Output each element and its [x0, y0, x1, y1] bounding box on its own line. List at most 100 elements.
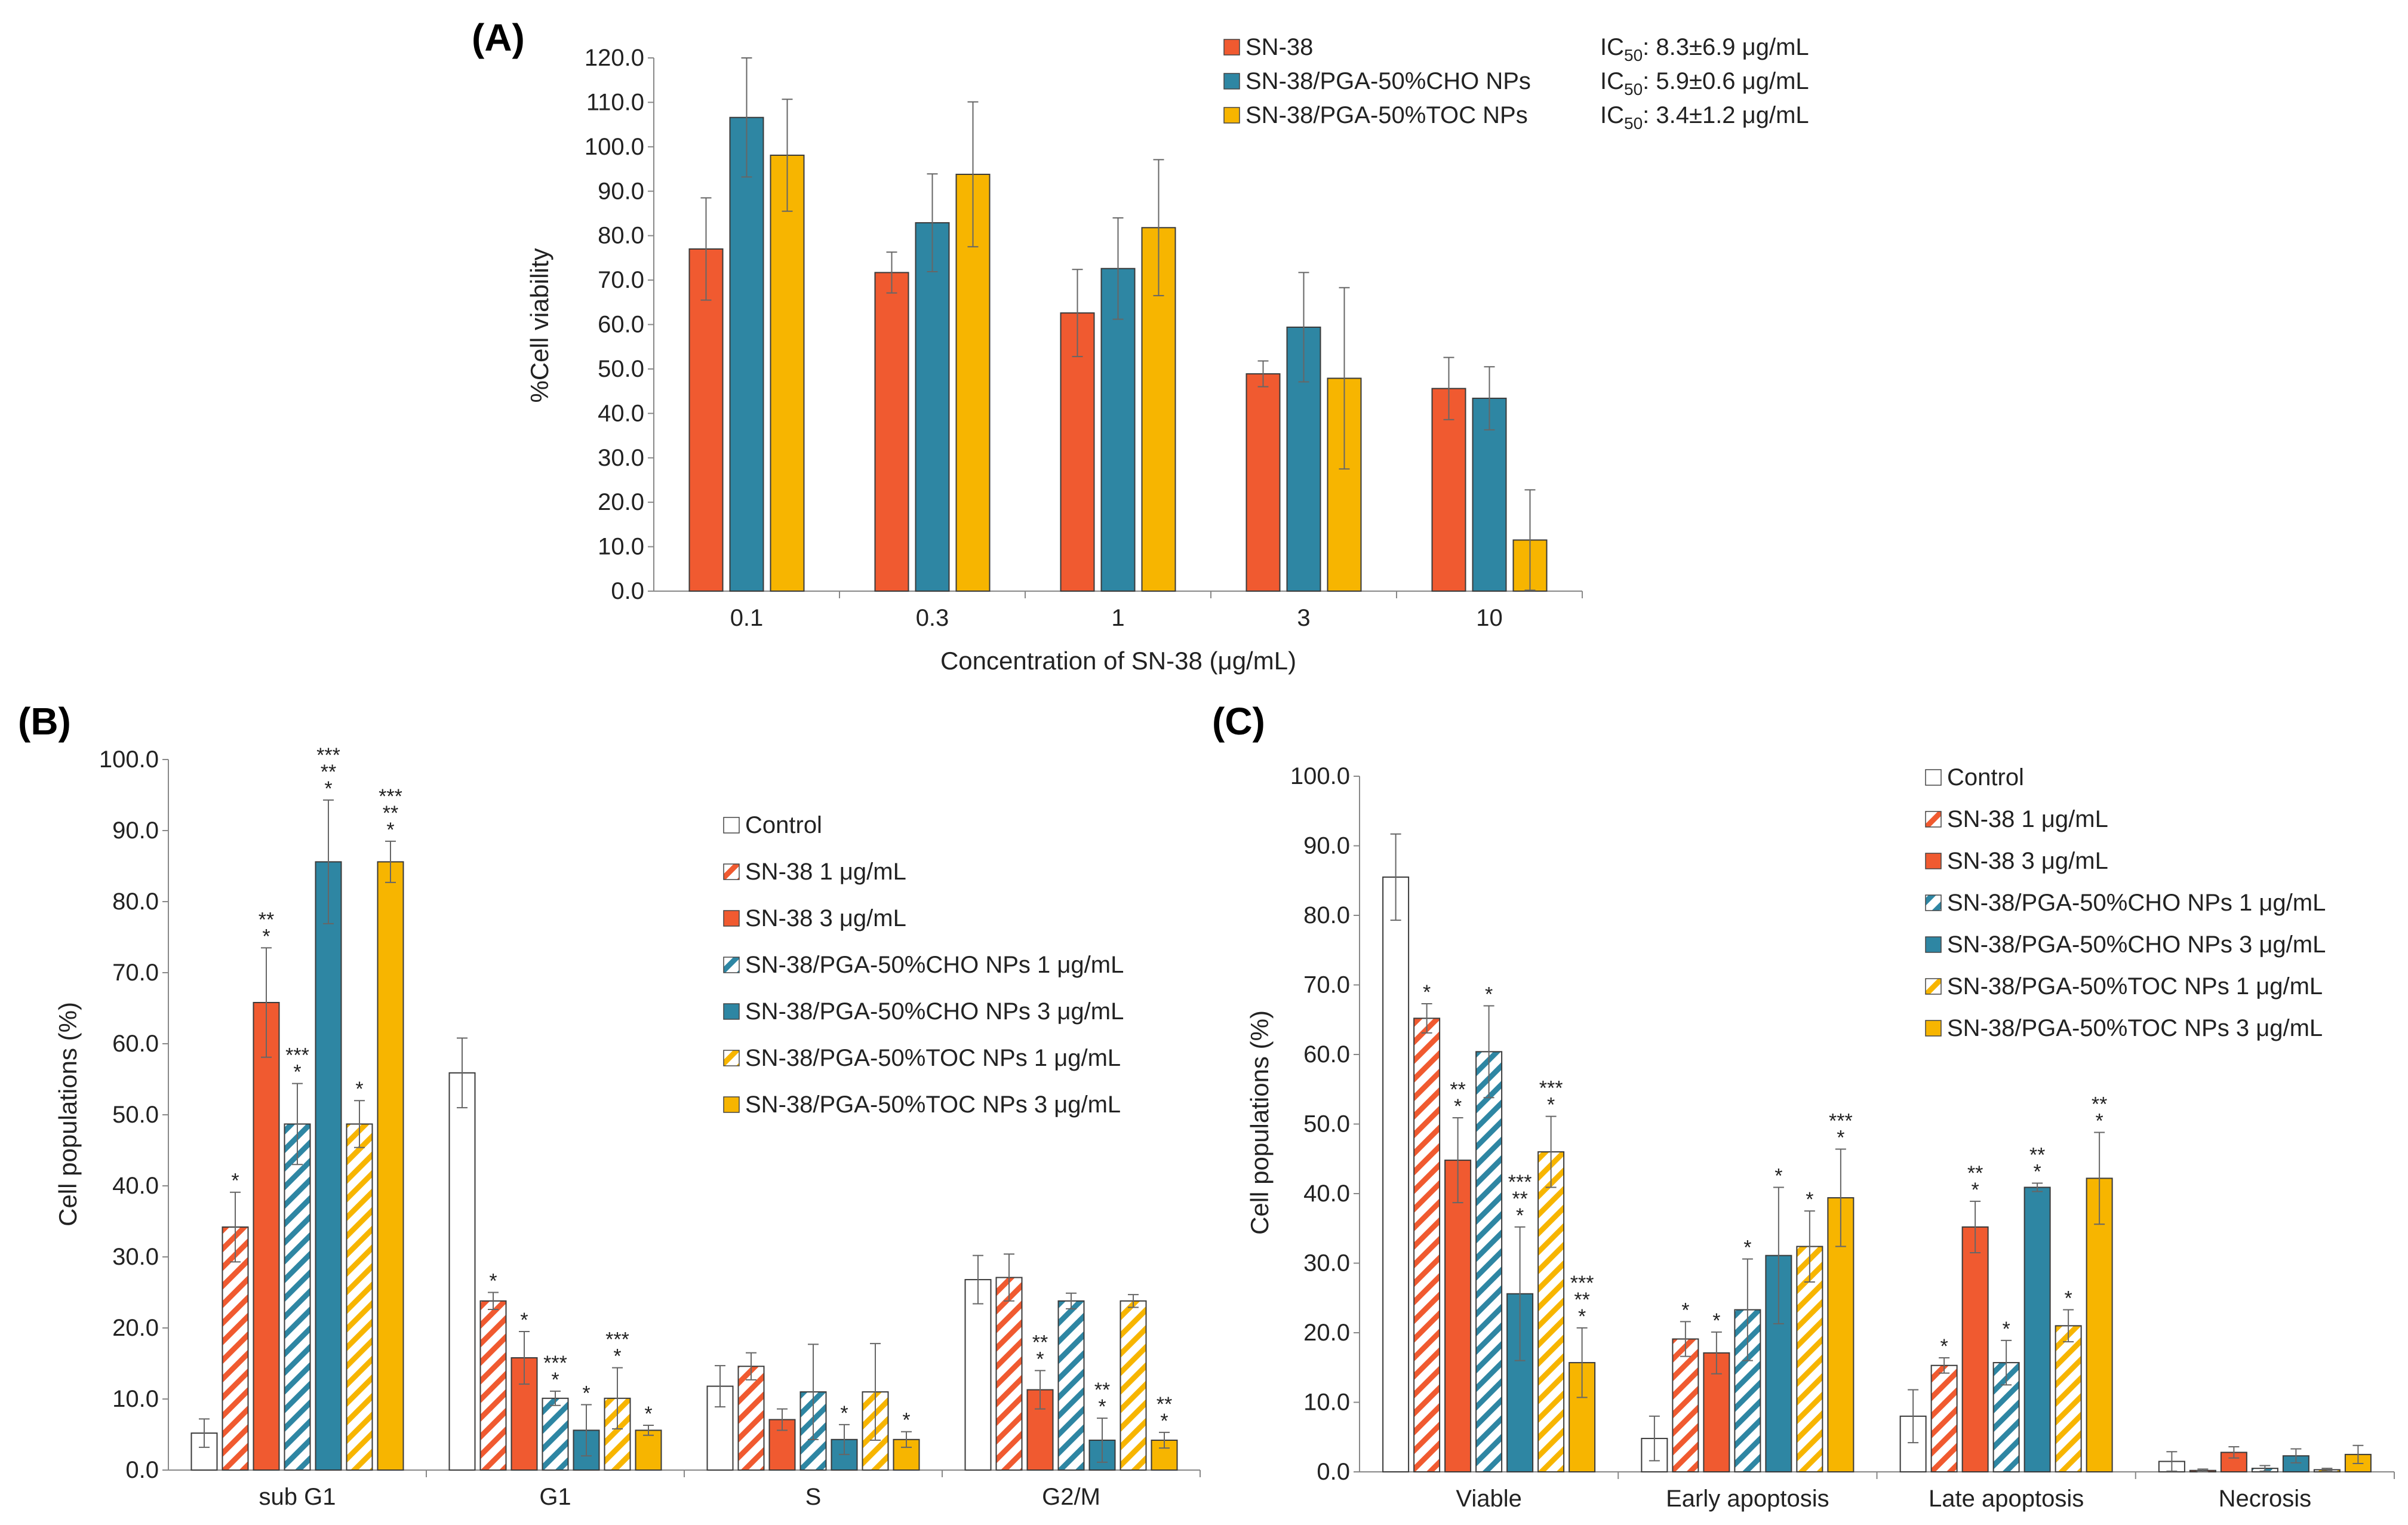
- legend-item: SN-38/PGA-50%TOC NPs 3 μg/mL: [1925, 1015, 2323, 1041]
- y-tick-label: 10.0: [112, 1386, 159, 1412]
- y-tick-label: 100.0: [1290, 763, 1350, 789]
- ic50-value: : 5.9±0.6 μg/mL: [1643, 68, 1809, 94]
- significance-marker: ***: [1570, 1272, 1594, 1295]
- y-axis-title-b: Cell populations (%): [54, 1002, 82, 1226]
- y-tick-label: 10.0: [1303, 1389, 1350, 1416]
- bar: [1100, 268, 1136, 592]
- significance-marker: **: [1032, 1331, 1048, 1354]
- y-tick-label: 90.0: [598, 178, 644, 204]
- y-axis-title-c: Cell populations (%): [1245, 1010, 1274, 1235]
- bar: [284, 1123, 311, 1471]
- legend-label: Control: [745, 812, 822, 838]
- legend-swatch: [723, 1050, 740, 1066]
- x-tick-label: S: [805, 1484, 822, 1510]
- bar: [377, 861, 404, 1471]
- bar: [1245, 373, 1281, 592]
- significance-marker: ***: [379, 785, 402, 808]
- significance-marker: *: [1837, 1126, 1844, 1149]
- ic50-subscript: 50: [1624, 80, 1643, 99]
- legend-item: SN-38 1 μg/mL: [723, 859, 906, 885]
- legend-label: SN-38 3 μg/mL: [745, 905, 906, 931]
- bar: [737, 1366, 765, 1471]
- y-tick-label: 110.0: [586, 89, 644, 115]
- y-tick-label: 0.0: [125, 1457, 159, 1483]
- bar: [1444, 1160, 1472, 1472]
- significance-marker: *: [644, 1403, 652, 1425]
- x-tick-label: G1: [539, 1484, 571, 1510]
- y-tick-label: 100.0: [585, 134, 644, 160]
- legend-c: Control SN-38 1 μg/mL SN-38 3 μg/mL SN-38/P…: [1925, 764, 2326, 1041]
- significance-marker: ***: [1508, 1171, 1532, 1194]
- ic50-subscript: 50: [1624, 114, 1643, 133]
- legend-item: SN-38 3 μg/mL: [723, 905, 906, 931]
- y-tick-label: 20.0: [112, 1315, 159, 1341]
- bar: [1382, 876, 1410, 1473]
- legend-label: SN-38/PGA-50%CHO NPs 1 μg/mL: [745, 952, 1124, 978]
- significance-marker: *: [231, 1170, 239, 1192]
- legend-swatch: [723, 957, 740, 973]
- x-axis-title-a: Concentration of SN-38 (μg/mL): [940, 647, 1296, 675]
- significance-marker: *: [2003, 1318, 2010, 1340]
- y-tick-label: 70.0: [1303, 972, 1350, 998]
- significance-marker: *: [1547, 1094, 1555, 1117]
- significance-marker: *: [1578, 1305, 1586, 1328]
- significance-marker: *: [2034, 1161, 2041, 1183]
- significance-marker: *: [1516, 1204, 1524, 1227]
- legend-item: SN-38 3 μg/mL: [1925, 848, 2108, 874]
- bar: [253, 1001, 280, 1471]
- significance-marker: *: [1972, 1179, 1979, 1201]
- legend-item: SN-38/PGA-50%CHO NPs 3 μg/mL: [723, 998, 1124, 1025]
- significance-marker: **: [1450, 1078, 1465, 1101]
- legend-item: Control: [1925, 764, 2024, 791]
- significance-marker: *: [551, 1369, 559, 1391]
- x-tick-label: G2/M: [1042, 1484, 1100, 1510]
- legend-a: SN-38 IC50: 8.3±6.9 μg/mL SN-38/PGA-50%C…: [1223, 34, 1809, 133]
- legend-swatch: [1925, 811, 1942, 828]
- y-tick-label: 80.0: [598, 223, 644, 249]
- significance-marker: *: [324, 777, 332, 800]
- legend-item: SN-38/PGA-50%TOC NPs 3 μg/mL: [723, 1092, 1121, 1118]
- legend-swatch: [1925, 769, 1942, 786]
- significance-marker: *: [1485, 983, 1493, 1006]
- legend-label: SN-38 1 μg/mL: [1947, 806, 2108, 832]
- plot-area-b: 0.0 10.0 20.0 30.0 40.0 50.0 60.0 70.0 80.0 90.0 1…: [99, 744, 1201, 1510]
- y-tick-label: 90.0: [112, 817, 159, 844]
- bar: [770, 154, 805, 592]
- plot-area-c: 0.0 10.0 20.0 30.0 40.0 50.0 60.0 70.0 80.0 90.0 1…: [1290, 763, 2395, 1512]
- significance-marker: *: [1160, 1410, 1168, 1432]
- bar: [729, 116, 764, 592]
- chart-panel-c: (C) 0.0 10.0 20.0 30.0 40.0 50.0 60.0 70.0 80.0 9…: [1212, 700, 2395, 1512]
- ic50-prefix: IC: [1600, 68, 1624, 94]
- bar: [1060, 312, 1095, 592]
- legend-swatch: [723, 910, 740, 927]
- significance-marker: *: [582, 1382, 590, 1405]
- significance-marker: *: [293, 1061, 301, 1084]
- bar: [1057, 1300, 1085, 1471]
- legend-label-sn38: SN-38: [1245, 34, 1313, 60]
- significance-marker: *: [613, 1345, 621, 1368]
- legend-item: SN-38/PGA-50%CHO NPs 1 μg/mL: [1925, 890, 2326, 916]
- significance-marker: *: [1454, 1095, 1462, 1118]
- bar: [542, 1397, 569, 1471]
- legend-item: Control: [723, 812, 822, 838]
- bar: [1672, 1338, 1699, 1473]
- significance-marker: ***: [1539, 1077, 1563, 1100]
- y-tick-label: 60.0: [112, 1031, 159, 1057]
- significance-marker: ***: [285, 1044, 309, 1067]
- y-tick-label: 70.0: [112, 960, 159, 986]
- bar: [2086, 1177, 2113, 1472]
- legend-swatch: [723, 863, 740, 880]
- x-tick-label: sub G1: [259, 1484, 336, 1510]
- legend-label-cho: SN-38/PGA-50%CHO NPs: [1245, 68, 1531, 94]
- legend-label: SN-38/PGA-50%CHO NPs 3 μg/mL: [745, 998, 1124, 1025]
- legend-label: SN-38/PGA-50%TOC NPs 1 μg/mL: [1947, 973, 2323, 1000]
- legend-item: SN-38 1 μg/mL: [1925, 806, 2108, 832]
- bar: [1796, 1246, 1823, 1473]
- significance-marker: **: [259, 908, 274, 931]
- y-tick-label: 80.0: [112, 888, 159, 915]
- legend-item: SN-38/PGA-50%TOC NPs 1 μg/mL: [1925, 973, 2323, 1000]
- legend-swatch: [1925, 936, 1942, 953]
- y-tick-label: 100.0: [99, 746, 159, 773]
- legend-item: SN-38 IC50: 8.3±6.9 μg/mL: [1223, 34, 1809, 64]
